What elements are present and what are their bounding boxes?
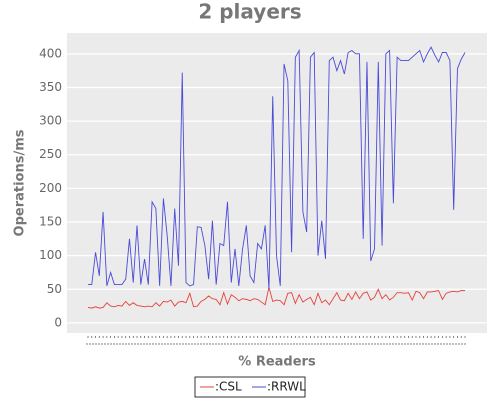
y-tick-label: 200 [39,181,62,195]
y-tick-label: 100 [39,248,62,262]
y-tick-label: 0 [54,315,62,329]
x-axis-title: % Readers [238,355,316,370]
series-line [87,287,465,309]
legend-box [194,376,306,398]
y-tick-label: 50 [47,282,62,296]
y-tick-label: 400 [39,46,62,60]
plot-panel [67,33,487,333]
y-tick-label: 300 [39,114,62,128]
y-tick-label: 150 [39,215,62,229]
y-tick-label: 350 [39,80,62,94]
legend-label: :CSL [215,380,242,394]
series-line [88,46,466,290]
y-axis-title: Operations/ms [13,129,28,236]
y-tick-label: 250 [39,147,62,161]
legend-label: :RRWL [267,380,306,394]
chart-title: 2 players [198,0,301,24]
